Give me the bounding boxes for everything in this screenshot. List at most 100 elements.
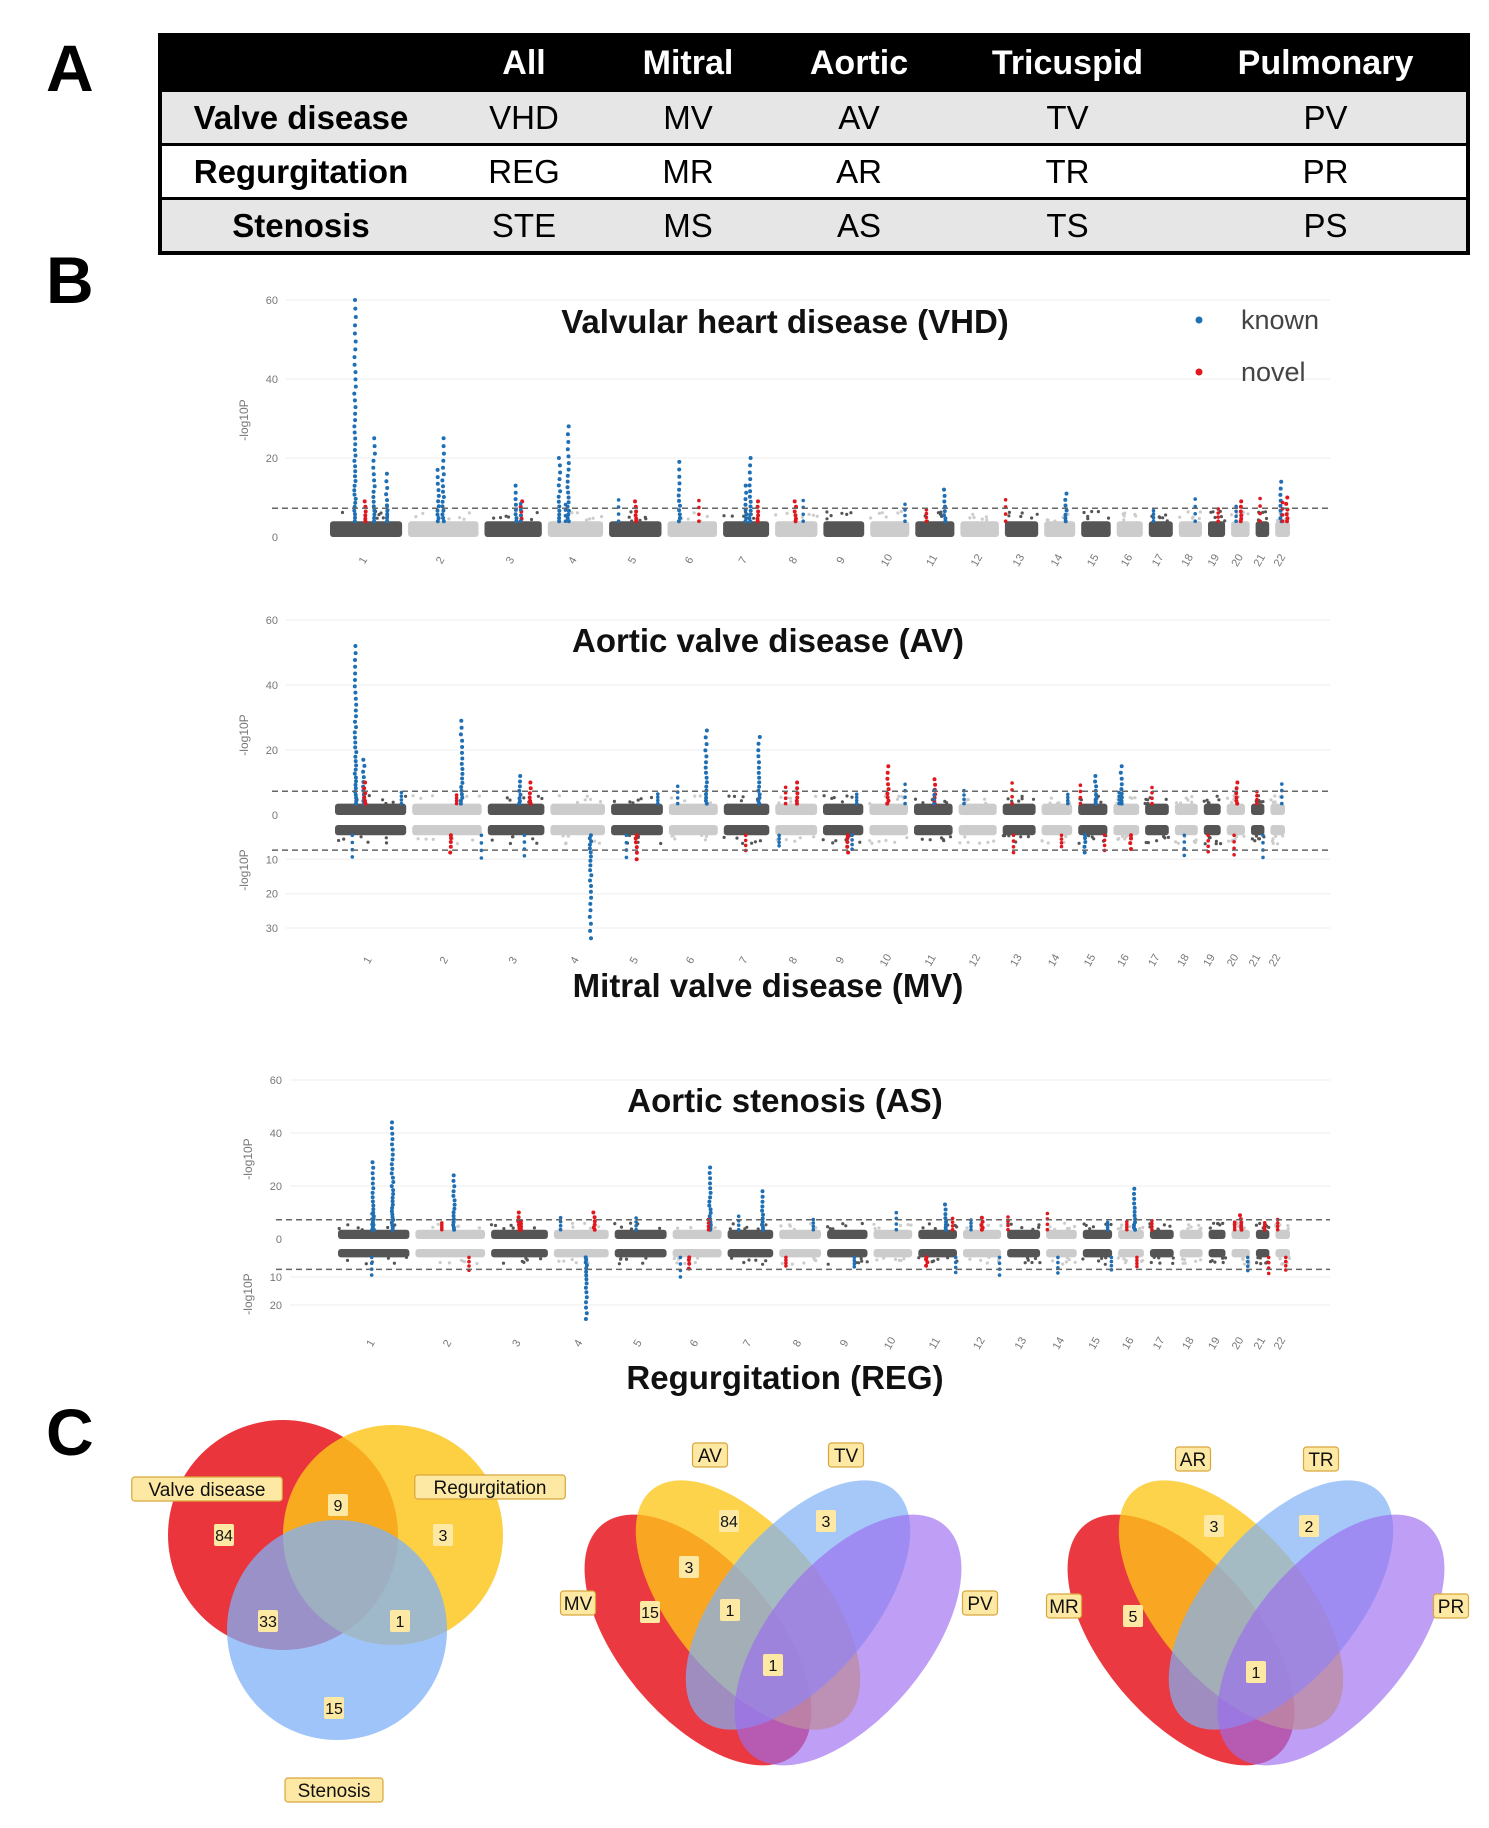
snp-point	[1191, 515, 1195, 519]
table-cell: STE	[440, 197, 608, 253]
known-locus-point	[557, 504, 562, 509]
table-row-label: Valve disease	[160, 89, 440, 145]
known-locus-point	[371, 1165, 376, 1170]
known-locus-point	[353, 651, 358, 656]
snp-point	[508, 798, 512, 802]
snp-point	[529, 517, 534, 522]
known-locus-point	[513, 490, 518, 495]
known-locus-point	[584, 1277, 589, 1282]
known-locus-point	[584, 1273, 589, 1278]
known-locus-point	[1182, 833, 1187, 838]
snp-point	[629, 1227, 634, 1231]
known-locus-point	[1117, 790, 1121, 795]
snp-point	[404, 794, 408, 798]
known-locus-point	[1094, 792, 1098, 797]
snp-point	[386, 1256, 390, 1260]
novel-locus-point	[1232, 1227, 1237, 1232]
snp-point	[1082, 510, 1086, 515]
snp-point	[1214, 842, 1218, 846]
known-locus-point	[352, 355, 357, 360]
snp-point	[588, 1226, 593, 1230]
known-locus-point	[565, 432, 570, 437]
novel-locus-point	[528, 798, 533, 803]
snp-point	[1035, 512, 1039, 516]
known-locus-point	[353, 496, 358, 501]
novel-locus-point	[1010, 781, 1014, 785]
venn-set-label-box	[414, 1474, 566, 1500]
known-locus-point	[624, 855, 629, 860]
known-locus-point	[452, 1202, 457, 1207]
chromosome-band	[611, 825, 663, 836]
novel-locus-point	[1255, 797, 1259, 802]
known-locus-point	[385, 509, 390, 514]
chromosome-tick-label: 12	[967, 952, 984, 969]
known-locus-point	[777, 840, 781, 845]
chromosome-band	[779, 1249, 822, 1258]
chromosome-tick-label: 13	[1013, 1335, 1030, 1352]
known-locus-point	[353, 786, 358, 791]
known-locus-point	[747, 516, 752, 521]
snp-point	[1037, 1223, 1041, 1227]
snp-point	[731, 1222, 735, 1226]
novel-locus-point	[686, 1258, 691, 1262]
snp-point	[1264, 1261, 1268, 1265]
known-locus-point	[761, 1212, 765, 1217]
novel-locus-point	[886, 764, 891, 769]
known-locus-point	[743, 497, 748, 502]
snp-point	[1273, 800, 1277, 804]
snp-point	[1286, 1227, 1290, 1231]
snp-point	[756, 1227, 760, 1231]
known-locus-point	[566, 495, 571, 500]
snp-point	[963, 835, 967, 839]
known-locus-point	[1234, 519, 1238, 523]
snp-point	[465, 794, 469, 799]
known-locus-point	[390, 1215, 395, 1220]
chromosome-tick-label: 10	[882, 1335, 899, 1352]
snp-point	[1273, 794, 1277, 798]
known-locus-point	[353, 418, 358, 423]
known-locus-point	[1132, 1191, 1136, 1196]
known-locus-point	[522, 833, 527, 838]
table-header-cell: Mitral	[608, 35, 768, 91]
novel-locus-point	[1275, 1224, 1280, 1229]
known-locus-point	[460, 771, 465, 776]
chromosome-band	[412, 825, 482, 836]
y-tick-label: 60	[270, 1075, 282, 1087]
snp-point	[624, 1257, 629, 1261]
plot-title-bottom: Regurgitation (REG)	[626, 1359, 943, 1396]
chromosome-band	[827, 1249, 868, 1258]
chromosome-band	[1046, 1229, 1077, 1239]
snp-point	[1168, 1224, 1172, 1228]
snp-point	[597, 841, 602, 845]
known-locus-point	[352, 331, 357, 336]
known-locus-point	[353, 479, 358, 483]
known-locus-point	[371, 489, 376, 494]
known-locus-point	[390, 1131, 395, 1136]
snp-point	[1149, 1260, 1153, 1265]
venn-count-box	[258, 1610, 278, 1632]
snp-point	[1208, 1226, 1212, 1230]
known-locus-point	[743, 519, 748, 524]
snp-point	[447, 517, 451, 521]
novel-locus-point	[793, 516, 798, 521]
chromosome-band	[550, 803, 605, 815]
snp-point	[489, 1223, 494, 1227]
novel-locus-point	[1239, 1223, 1244, 1228]
known-locus-point	[389, 1184, 394, 1189]
known-locus-point	[513, 497, 518, 502]
novel-locus-point	[1258, 496, 1262, 501]
snp-point	[641, 1261, 645, 1265]
snp-point	[1053, 1227, 1057, 1231]
known-locus-point	[678, 503, 682, 508]
known-locus-point	[676, 493, 681, 498]
known-locus-point	[370, 1199, 375, 1204]
known-locus-point	[566, 461, 571, 466]
venn-count: 1	[726, 1603, 735, 1620]
known-locus-point	[558, 489, 563, 494]
novel-locus-point	[467, 1264, 471, 1268]
known-locus-point	[460, 745, 465, 749]
snp-point	[436, 1222, 440, 1226]
novel-locus-point	[1232, 833, 1236, 838]
snp-point	[644, 517, 648, 521]
known-locus-point	[1105, 1225, 1110, 1230]
